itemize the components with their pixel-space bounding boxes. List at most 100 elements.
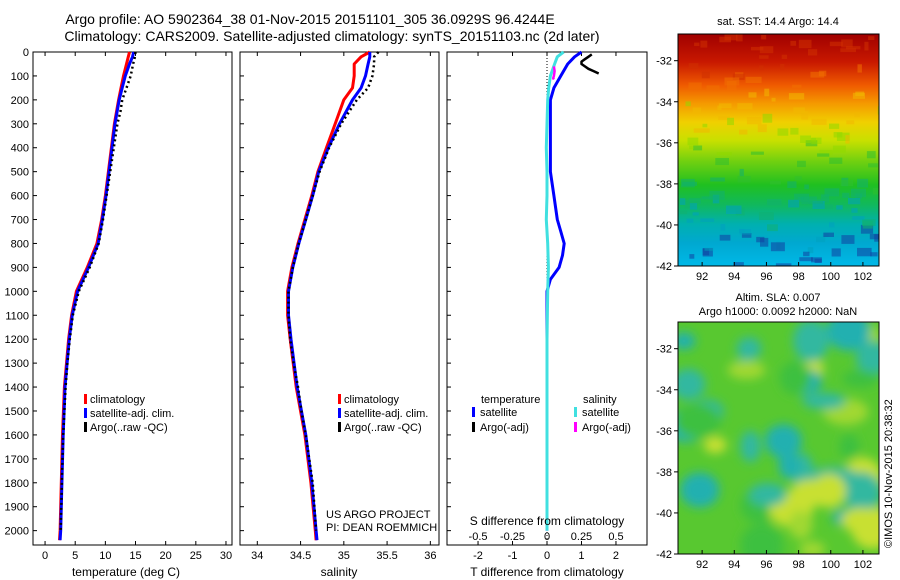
salinity-panel bbox=[239, 51, 440, 546]
sst-texture bbox=[745, 76, 762, 83]
sst-texture bbox=[718, 116, 730, 120]
sst-texture bbox=[864, 41, 869, 51]
sst-texture bbox=[829, 123, 840, 129]
sla-texture bbox=[703, 436, 727, 454]
map-x-tick-label: 102 bbox=[854, 271, 872, 283]
sst-texture bbox=[692, 107, 702, 114]
sst-texture bbox=[771, 97, 776, 102]
sst-texture bbox=[798, 197, 804, 201]
sst-texture bbox=[852, 92, 865, 99]
sst-texture bbox=[829, 41, 843, 47]
sst-texture bbox=[780, 63, 785, 71]
sla-texture bbox=[778, 452, 801, 479]
map-x-tick-label: 96 bbox=[760, 559, 772, 571]
legend-label-temp-satellite: satellite bbox=[480, 407, 517, 419]
sst-texture bbox=[701, 71, 710, 79]
y-tick-label: 1300 bbox=[5, 358, 29, 370]
sst-texture bbox=[836, 132, 850, 141]
sst-map-axes: 92 94 96 98 100 102 -32 -34 -36 -38 -40 -42 bbox=[656, 56, 872, 283]
legend-swatch-argo bbox=[338, 422, 341, 432]
sla-map-title-2: Argo h1000: 0.0092 h2000: NaN bbox=[699, 306, 857, 318]
sla-texture bbox=[812, 473, 847, 508]
sst-texture bbox=[811, 137, 822, 144]
sst-texture bbox=[801, 111, 809, 120]
sla-texture bbox=[788, 510, 813, 540]
legend-swatch-satellite bbox=[84, 408, 87, 418]
temperature-xlabel: temperature (deg C) bbox=[72, 565, 180, 579]
x-tick-label: 0 bbox=[544, 550, 550, 562]
map-x-tick-label: 102 bbox=[854, 559, 872, 571]
x-tick-label: 0 bbox=[42, 550, 48, 562]
sla-map-title-1: Altim. SLA: 0.007 bbox=[736, 292, 821, 304]
sst-texture bbox=[787, 181, 797, 188]
sst-texture bbox=[788, 93, 805, 100]
map-y-tick-label: -40 bbox=[656, 220, 672, 232]
sst-texture bbox=[737, 176, 751, 183]
sst-texture bbox=[818, 70, 827, 77]
sst-texture bbox=[870, 252, 878, 257]
sst-texture bbox=[688, 82, 702, 90]
salinity-xlabel: salinity bbox=[321, 565, 358, 579]
x-tick-label: 30 bbox=[220, 550, 232, 562]
x-tick-label: -1 bbox=[508, 550, 518, 562]
x-top-tick-label: 0 bbox=[544, 531, 550, 543]
sla-texture bbox=[839, 434, 860, 460]
sst-texture bbox=[701, 196, 713, 200]
sst-texture bbox=[824, 188, 840, 197]
salinity-chart: 34 34.5 35 35.5 36 bbox=[240, 50, 436, 562]
sst-texture bbox=[845, 135, 850, 144]
sst-texture bbox=[819, 149, 833, 155]
map-y-tick-label: -40 bbox=[656, 508, 672, 520]
sst-map-image bbox=[678, 34, 879, 266]
map-y-tick-label: -42 bbox=[656, 261, 672, 273]
sst-texture bbox=[823, 204, 833, 209]
sla-texture bbox=[802, 392, 846, 410]
sst-texture bbox=[817, 153, 830, 157]
sst-texture bbox=[733, 262, 744, 266]
map-x-tick-label: 100 bbox=[822, 559, 840, 571]
sst-texture bbox=[781, 54, 788, 59]
sla-texture bbox=[748, 482, 787, 507]
sst-texture bbox=[693, 128, 710, 133]
difference-legend: temperature salinity satellite Argo(-adj… bbox=[472, 394, 631, 434]
map-y-tick-label: -34 bbox=[656, 385, 672, 397]
sst-texture bbox=[841, 235, 855, 244]
x-tick-label: 2 bbox=[613, 550, 619, 562]
y-tick-label: 700 bbox=[11, 215, 29, 227]
legend-label-sal-argo: Argo(-adj) bbox=[582, 422, 631, 434]
sla-texture bbox=[727, 360, 766, 380]
y-tick-label: 1900 bbox=[5, 502, 29, 514]
x-tick-label: 34.5 bbox=[290, 550, 311, 562]
sst-texture bbox=[717, 105, 722, 110]
y-tick-label: 900 bbox=[11, 262, 29, 274]
y-tick-label: 2000 bbox=[5, 526, 29, 538]
sst-texture bbox=[692, 212, 699, 216]
sst-texture bbox=[874, 234, 879, 242]
y-tick-label: 500 bbox=[11, 167, 29, 179]
sla-texture bbox=[855, 340, 879, 375]
x-tick-label: 25 bbox=[190, 550, 202, 562]
sst-texture bbox=[759, 55, 769, 59]
sst-texture bbox=[798, 39, 812, 49]
sst-texture bbox=[790, 127, 799, 135]
map-y-tick-label: -38 bbox=[656, 179, 672, 191]
sla-texture bbox=[740, 524, 784, 554]
legend-label-satellite: satellite-adj. clim. bbox=[90, 408, 174, 420]
sst-texture bbox=[702, 123, 708, 128]
sst-texture bbox=[808, 199, 823, 204]
sst-texture bbox=[720, 224, 726, 231]
sst-texture bbox=[851, 208, 858, 213]
x-top-tick-label: -0.25 bbox=[500, 531, 525, 543]
sst-texture bbox=[760, 237, 769, 247]
imos-credit: ©IMOS 10-Nov-2015 20:38:32 bbox=[883, 399, 895, 548]
sla-texture bbox=[826, 322, 871, 351]
sst-texture bbox=[854, 112, 860, 118]
y-tick-label: 100 bbox=[11, 71, 29, 83]
sst-texture bbox=[689, 203, 698, 210]
sla-texture bbox=[678, 403, 721, 439]
series-line-temperature-argo-adj- bbox=[580, 53, 600, 75]
sst-texture bbox=[680, 178, 695, 188]
sst-texture bbox=[857, 178, 869, 188]
sst-texture bbox=[846, 120, 855, 125]
y-tick-label: 1100 bbox=[5, 310, 29, 322]
